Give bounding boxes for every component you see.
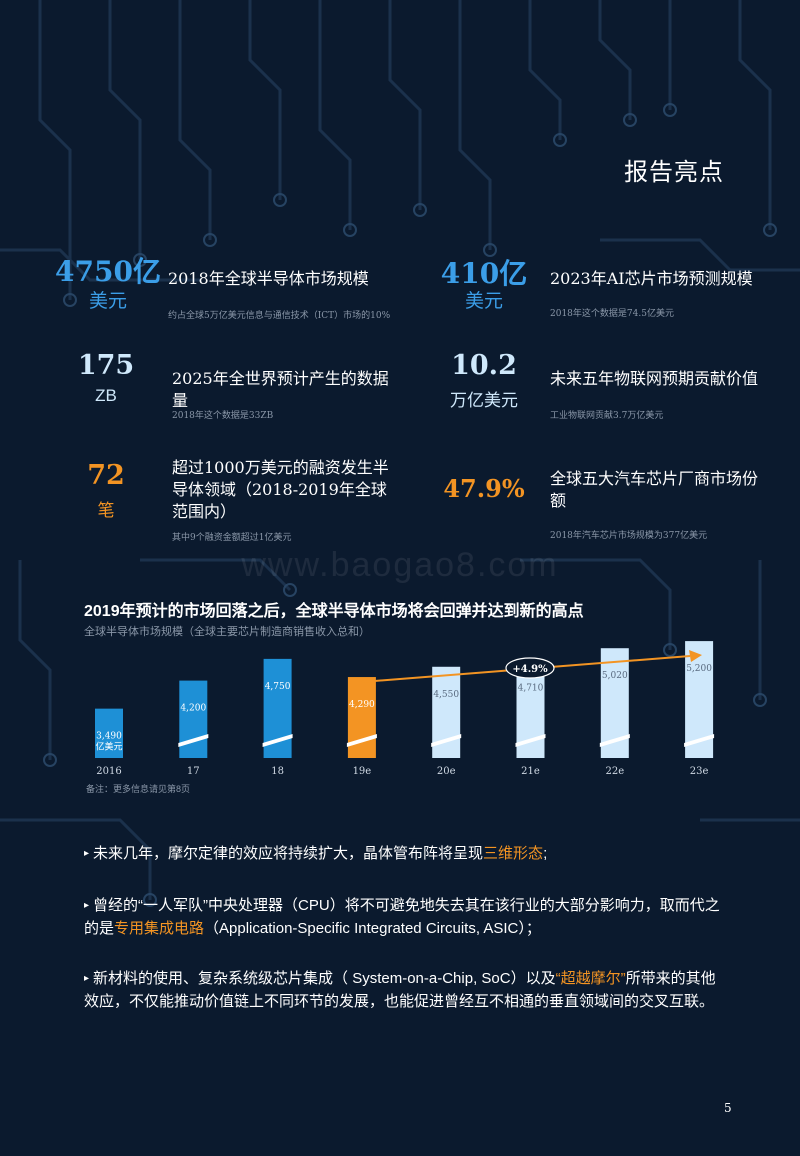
stat-unit: 美元 — [464, 291, 503, 312]
stat-data-volume: 175 ZB 2025年全世界预计产生的数据量 2018年这个数据是33ZB — [46, 350, 406, 430]
section-title: 报告亮点 — [624, 159, 724, 186]
bar — [95, 708, 123, 758]
x-tick-label: 22e — [605, 766, 624, 777]
stat-value: 10.2 — [451, 350, 517, 381]
bar-value-label: 5,020 — [602, 671, 628, 681]
stat-note: 工业物联网贡献3.7万亿美元 — [550, 411, 664, 421]
bar-value-label: 3,490 — [96, 732, 122, 742]
chart-subtitle: 全球半导体市场规模（全球主要芯片制造商销售收入总和） — [84, 626, 370, 638]
bullet-text: 未来几年，摩尔定律的效应将持续扩大，晶体管布阵将呈现 — [93, 845, 484, 862]
stat-market-size: 4750亿 美元 2018年全球半导体市场规模 约占全球5万亿美元信息与通信技术… — [48, 250, 408, 340]
x-tick-label: 2016 — [96, 766, 121, 777]
x-tick-label: 17 — [187, 766, 200, 777]
stat-value: 4750亿 — [55, 255, 161, 288]
x-tick-label: 23e — [690, 766, 709, 777]
bullet-item: ▸ 新材料的使用、复杂系统级芯片集成（ System-on-a-Chip, SoC… — [84, 967, 724, 1013]
stat-value: 410亿 — [440, 257, 528, 290]
bullet-marker: ▸ — [84, 900, 90, 911]
bullet-marker: ▸ — [84, 848, 90, 859]
bar-value-label: 4,710 — [518, 683, 544, 693]
stat-note: 其中9个融资金额超过1亿美元 — [172, 533, 292, 543]
stat-title: 2023年AI芯片市场预测规模 — [550, 269, 753, 288]
growth-rate-badge — [505, 657, 555, 679]
stat-title: 2025年全世界预计产生的数据量 — [172, 369, 389, 410]
bar — [179, 680, 208, 758]
growth-arrow-head — [689, 650, 702, 662]
bar — [347, 677, 376, 758]
chart-title: 2019年预计的市场回落之后，全球半导体市场将会回弹并达到新的高点 — [84, 603, 584, 620]
stat-unit: 美元 — [88, 291, 127, 312]
bullet-highlight: 专用集成电路 — [114, 920, 205, 937]
bullet-item: ▸ 未来几年，摩尔定律的效应将持续扩大，晶体管布阵将呈现三维形态; — [84, 842, 724, 865]
bar-value-label: 4,550 — [433, 690, 459, 700]
stat-unit: ZB — [95, 386, 117, 405]
axis-break-mark — [515, 734, 546, 747]
stat-value: 72 — [87, 460, 125, 491]
axis-break-mark — [684, 734, 715, 747]
bullet-text: 新材料的使用、复杂系统级芯片集成（ System-on-a-Chip, SoC）… — [93, 970, 556, 987]
axis-break-mark — [599, 734, 630, 747]
bar-value-label: 4,200 — [180, 704, 206, 714]
bar-value-label: 4,290 — [349, 700, 375, 710]
bar-unit-label: 亿美元 — [95, 741, 122, 752]
bullet-highlight: “超越摩尔” — [555, 970, 626, 987]
stat-note: 2018年这个数据是74.5亿美元 — [550, 309, 674, 319]
stat-unit: 万亿美元 — [450, 391, 518, 410]
growth-rate-label: +4.9% — [512, 664, 548, 675]
stat-note: 2018年这个数据是33ZB — [172, 411, 274, 421]
stat-title: 超过1000万美元的融资发生半导体领域（2018-2019年全球范围内） — [172, 458, 389, 521]
watermark: www.baogao8.com — [241, 546, 559, 584]
axis-break-mark — [346, 734, 377, 747]
chart-note: 备注：更多信息请见第8页 — [86, 784, 191, 794]
x-tick-label: 21e — [521, 766, 540, 777]
stat-note: 约占全球5万亿美元信息与通信技术（ICT）市场的10% — [168, 311, 391, 321]
bullet-marker: ▸ — [84, 973, 90, 984]
bullet-text-end: 所带来的其他效应，不仅能推动价值链上不同环节的发展，也能促进曾经互不相通的垂直领… — [84, 970, 716, 1010]
stat-note: 2018年汽车芯片市场规模为377亿美元 — [550, 531, 708, 541]
x-tick-label: 19e — [353, 766, 372, 777]
bullet-item: ▸ 曾经的“一人军队”中央处理器（CPU）将不可避免地失去其在该行业的大部分影响力… — [84, 894, 724, 940]
bar-value-label: 4,750 — [265, 682, 291, 692]
stat-ai-chip: 410亿 美元 2023年AI芯片市场预测规模 2018年这个数据是74.5亿美… — [424, 252, 784, 332]
x-tick-label: 20e — [437, 766, 456, 777]
bar-value-label: 5,200 — [686, 664, 712, 674]
bullet-text-end: （Application-Specific Integrated Circuit… — [204, 920, 541, 937]
axis-break-mark — [431, 734, 462, 747]
bullet-highlight: 三维形态 — [483, 845, 544, 862]
stat-funding: 72 笔 超过1000万美元的融资发生半导体领域（2018-2019年全球范围内… — [46, 458, 406, 550]
stat-auto-chip-share: 47.9% 全球五大汽车芯片厂商市场份额 2018年汽车芯片市场规模为377亿美… — [424, 468, 784, 548]
stat-value: 47.9% — [443, 474, 525, 503]
stat-title: 全球五大汽车芯片厂商市场份额 — [550, 469, 759, 510]
stat-iot-value: 10.2 万亿美元 未来五年物联网预期贡献价值 工业物联网贡献3.7万亿美元 — [424, 350, 784, 430]
page-number: 5 — [724, 1101, 732, 1115]
stat-unit: 笔 — [97, 501, 115, 520]
x-tick-label: 18 — [271, 766, 284, 777]
axis-break-mark — [178, 734, 209, 747]
stat-title: 未来五年物联网预期贡献价值 — [550, 369, 759, 388]
axis-break-mark — [262, 734, 293, 747]
stat-title: 2018年全球半导体市场规模 — [168, 269, 369, 288]
stat-value: 175 — [77, 350, 135, 381]
bullet-text-end: ; — [543, 845, 548, 862]
bullet-text: 曾经的“一人军队”中央处理器（CPU）将不可避免地失去其在该行业的大部分影响力，… — [84, 897, 720, 937]
